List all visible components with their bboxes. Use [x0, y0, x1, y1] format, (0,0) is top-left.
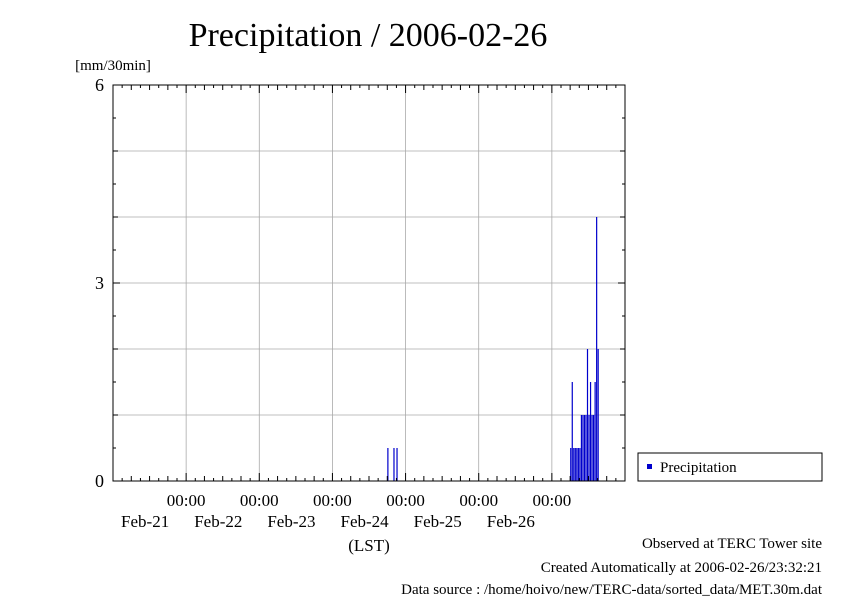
- y-axis-unit-label: [mm/30min]: [75, 58, 151, 74]
- y-tick-label: 3: [95, 273, 104, 293]
- precip-bar: [582, 415, 584, 481]
- precip-bar: [586, 349, 589, 481]
- footer-observed: Observed at TERC Tower site: [641, 536, 822, 552]
- footer-created: Created Automatically at 2006-02-26/23:3…: [540, 560, 822, 576]
- x-tick-date-label: Feb-26: [487, 512, 535, 531]
- y-tick-label: 0: [95, 471, 104, 491]
- precip-bar: [393, 448, 395, 481]
- precip-bar: [594, 382, 596, 481]
- x-tick-date-label: Feb-22: [194, 512, 242, 531]
- precip-bar: [588, 415, 590, 481]
- grid-lines: [113, 85, 625, 481]
- precip-bar: [585, 415, 587, 481]
- precip-bar: [574, 448, 576, 481]
- x-tick-time-label: 00:00: [313, 491, 352, 510]
- precip-bar: [570, 448, 572, 481]
- precip-bar: [583, 415, 586, 481]
- y-tick-label: 6: [95, 75, 104, 95]
- y-axis: 0 3 6: [95, 75, 625, 491]
- precip-bar: [396, 448, 398, 481]
- precip-bar: [596, 217, 598, 481]
- x-tick-date-label: Feb-21: [121, 512, 169, 531]
- x-tick-time-label: 00:00: [167, 491, 206, 510]
- precip-bar: [573, 448, 575, 481]
- precip-bar: [387, 448, 389, 481]
- x-tick-time-label: 00:00: [386, 491, 425, 510]
- x-tick-date-label: Feb-23: [267, 512, 315, 531]
- footer-source: Data source : /home/hoivo/new/TERC-data/…: [401, 582, 822, 598]
- chart-title: Precipitation / 2006-02-26: [189, 17, 548, 54]
- x-tick-date-label: Feb-24: [340, 512, 389, 531]
- bars: [387, 217, 599, 481]
- precip-bar: [576, 448, 578, 481]
- x-tick-time-label: 00:00: [532, 491, 571, 510]
- x-tick-date-label: Feb-25: [414, 512, 462, 531]
- precip-bar: [571, 382, 573, 481]
- legend-box: [637, 452, 823, 482]
- legend-swatch: [647, 464, 652, 469]
- x-axis-label: (LST): [348, 536, 390, 555]
- x-axis: 00:00 Feb-21 00:00 Feb-22 00:00 Feb-23 00:00 Fe…: [112, 85, 626, 531]
- precip-bar: [579, 448, 581, 481]
- x-tick-time-label: 00:00: [459, 491, 498, 510]
- x-tick-time-label: 00:00: [240, 491, 279, 510]
- legend-label: Precipitation: [660, 460, 737, 476]
- precip-bar: [580, 415, 583, 481]
- precip-bar: [593, 415, 595, 481]
- precip-bar: [589, 382, 592, 481]
- legend: Precipitation: [637, 452, 823, 482]
- precip-bar: [597, 349, 599, 481]
- precip-bar: [577, 448, 579, 481]
- precip-bar: [591, 415, 593, 481]
